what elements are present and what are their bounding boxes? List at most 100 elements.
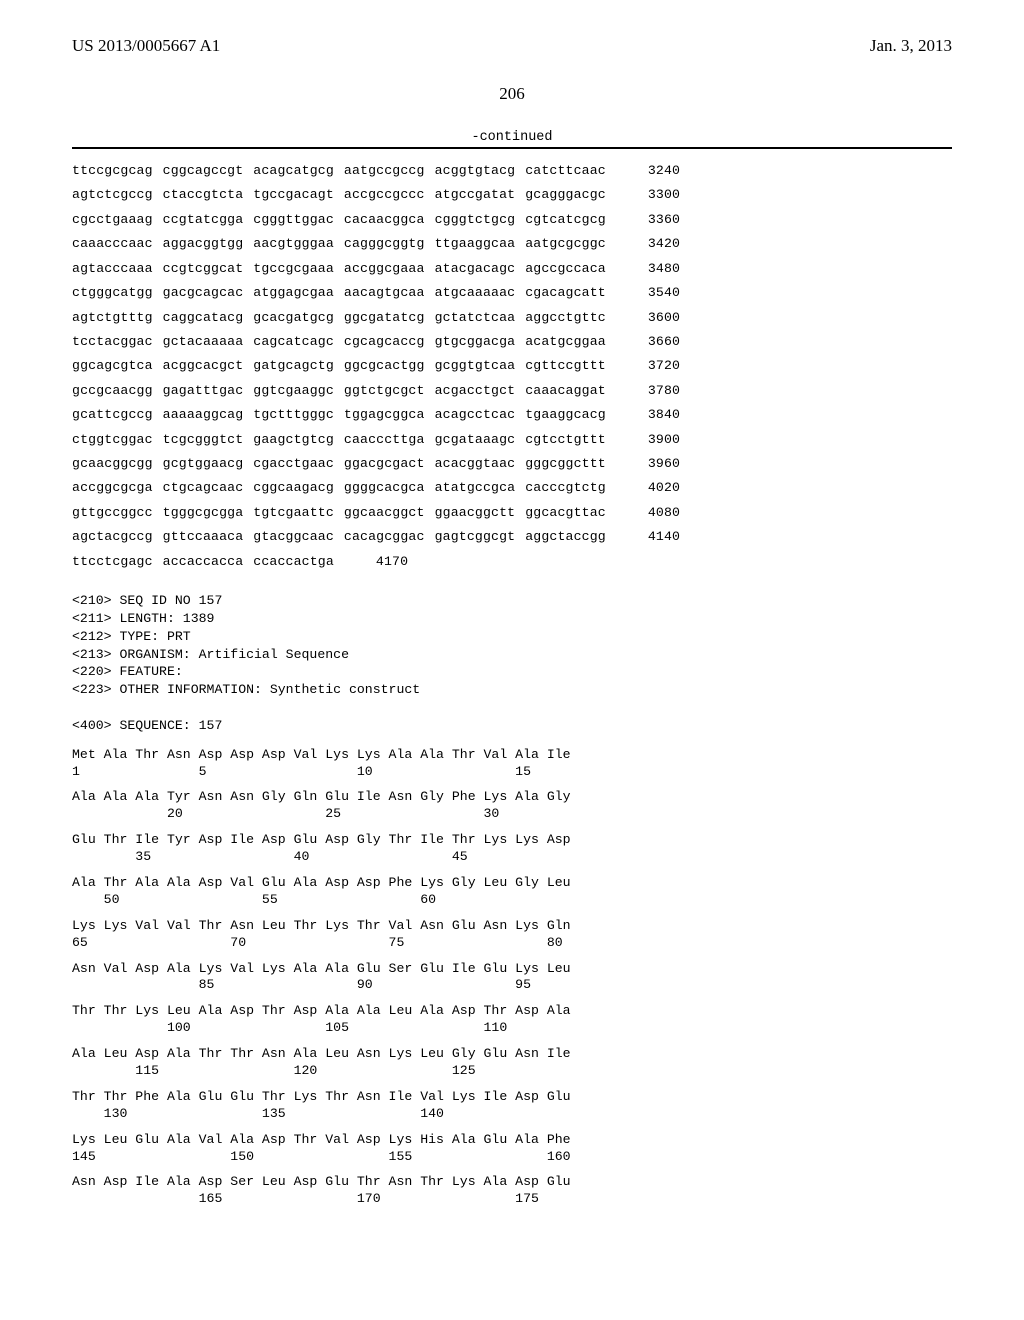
dna-group: atatgccgca (435, 476, 516, 500)
dna-group: accaccacca (163, 550, 244, 574)
dna-group: cacaacggca (344, 208, 425, 232)
dna-group: gtacggcaac (253, 525, 334, 549)
protein-row: Ala Ala Ala Tyr Asn Asn Gly Gln Glu Ile … (72, 789, 952, 823)
dna-group: caggcatacg (163, 306, 244, 330)
dna-sequence-line: agtctgtttg caggcatacg gcacgatgcg ggcgatatcg… (72, 306, 952, 330)
dna-group: gttgccggcc (72, 501, 153, 525)
dna-group: ttcctcgagc (72, 550, 153, 574)
protein-aa-line: Asn Val Asp Ala Lys Val Lys Ala Ala Glu … (72, 961, 952, 978)
protein-aa-line: Ala Leu Asp Ala Thr Thr Asn Ala Leu Asn … (72, 1046, 952, 1063)
dna-group: acagcctcac (435, 403, 516, 427)
dna-group: aatgcgcggc (525, 232, 606, 256)
dna-group: cgttccgttt (525, 354, 606, 378)
dna-group: agtctgtttg (72, 306, 153, 330)
dna-groups: tcctacggacgctacaaaaacagcatcagccgcagcaccg… (72, 330, 606, 354)
dna-group: aggcctgttc (525, 306, 606, 330)
dna-position: 4140 (648, 525, 680, 549)
dna-group: gccgcaacgg (72, 379, 153, 403)
protein-sequence-block: Met Ala Thr Asn Asp Asp Asp Val Lys Lys … (72, 747, 952, 1209)
dna-group: ggtcgaaggc (253, 379, 334, 403)
dna-sequence-line: tcctacggacgctacaaaaacagcatcagccgcagcaccg… (72, 330, 952, 354)
dna-group: gctacaaaaa (163, 330, 244, 354)
dna-group: caacccttga (344, 428, 425, 452)
dna-group: cgacctgaac (253, 452, 334, 476)
dna-group: acagcatgcg (253, 159, 334, 183)
dna-group: caaacccaac (72, 232, 153, 256)
dna-sequence-line: agtacccaaaccgtcggcattgccgcgaaaaccggcgaaa… (72, 257, 952, 281)
dna-group: cgcagcaccg (344, 330, 425, 354)
dna-sequence-block: ttccgcgcag cggcagccgt acagcatgcg aatgccgccg… (72, 159, 952, 574)
protein-aa-line: Thr Thr Lys Leu Ala Asp Thr Asp Ala Ala … (72, 1003, 952, 1020)
protein-num-line: 85 90 95 (72, 977, 952, 994)
dna-group: gagatttgac (163, 379, 244, 403)
dna-group: ctggtcggac (72, 428, 153, 452)
dna-group: cgtcctgttt (525, 428, 606, 452)
rule-top (72, 147, 952, 149)
dna-group: cgcctgaaag (72, 208, 153, 232)
dna-group: gcacgatgcg (253, 306, 334, 330)
dna-position: 3480 (648, 257, 680, 281)
dna-group: accggcgcga (72, 476, 153, 500)
protein-num-line: 100 105 110 (72, 1020, 952, 1037)
dna-group: aacagtgcaa (344, 281, 425, 305)
protein-num-line: 50 55 60 (72, 892, 952, 909)
dna-group: ccgtcggcat (163, 257, 244, 281)
dna-group: ccaccactga (253, 550, 334, 574)
dna-group: gtgcggacga (435, 330, 516, 354)
publication-date: Jan. 3, 2013 (870, 36, 952, 56)
dna-group: ggcgatatcg (344, 306, 425, 330)
dna-group: tgtcgaattc (253, 501, 334, 525)
dna-group: tgggcgcgga (163, 501, 244, 525)
dna-group: gcgtggaacg (163, 452, 244, 476)
dna-group: accgccgccc (344, 183, 425, 207)
dna-position: 3840 (648, 403, 680, 427)
dna-group: gatgcagctg (253, 354, 334, 378)
protein-row: Met Ala Thr Asn Asp Asp Asp Val Lys Lys … (72, 747, 952, 781)
dna-group: acgacctgct (435, 379, 516, 403)
dna-group: gagtcggcgt (435, 525, 516, 549)
dna-group: cggcagccgt (163, 159, 244, 183)
dna-position: 3960 (648, 452, 680, 476)
dna-groups: ggcagcgtcaacggcacgctgatgcagctgggcgcactgg… (72, 354, 606, 378)
dna-sequence-line: ctgggcatgggacgcagcacatggagcgaaaacagtgcaa… (72, 281, 952, 305)
dna-group: acatgcggaa (525, 330, 606, 354)
dna-group: ttgaaggcaa (435, 232, 516, 256)
protein-num-line: 35 40 45 (72, 849, 952, 866)
dna-groups: ctgggcatgggacgcagcacatggagcgaaaacagtgcaa… (72, 281, 606, 305)
dna-sequence-line: agtctcgccgctaccgtctatgccgacagtaccgccgccc… (72, 183, 952, 207)
dna-groups: gccgcaacgg gagatttgac ggtcgaaggc ggtctgcgct… (72, 379, 606, 403)
dna-sequence-line: caaacccaacaggacggtggaacgtgggaacagggcggtg… (72, 232, 952, 256)
dna-position: 3540 (648, 281, 680, 305)
protein-row: Ala Leu Asp Ala Thr Thr Asn Ala Leu Asn … (72, 1046, 952, 1080)
dna-position: 3420 (648, 232, 680, 256)
dna-sequence-line: ttcctcgagcaccaccaccaccaccactga4170 (72, 550, 952, 574)
dna-group: aggctaccgg (525, 525, 606, 549)
protein-aa-line: Lys Leu Glu Ala Val Ala Asp Thr Val Asp … (72, 1132, 952, 1149)
dna-sequence-line: gccgcaacgg gagatttgac ggtcgaaggc ggtctgcgct… (72, 379, 952, 403)
protein-num-line: 145 150 155 160 (72, 1149, 952, 1166)
dna-position: 3660 (648, 330, 680, 354)
protein-num-line: 1 5 10 15 (72, 764, 952, 781)
protein-aa-line: Ala Thr Ala Ala Asp Val Glu Ala Asp Asp … (72, 875, 952, 892)
protein-aa-line: Lys Lys Val Val Thr Asn Leu Thr Lys Thr … (72, 918, 952, 935)
dna-position: 4020 (648, 476, 680, 500)
publication-number: US 2013/0005667 A1 (72, 36, 220, 56)
dna-group: cgtcatcgcg (525, 208, 606, 232)
dna-group: tgctttgggc (253, 403, 334, 427)
dna-group: tgaaggcacg (525, 403, 606, 427)
dna-group: gctatctcaa (435, 306, 516, 330)
protein-aa-line: Ala Ala Ala Tyr Asn Asn Gly Gln Glu Ile … (72, 789, 952, 806)
dna-groups: accggcgcgactgcagcaaccggcaagacgggggcacgca… (72, 476, 606, 500)
protein-num-line: 65 70 75 80 (72, 935, 952, 952)
dna-position: 3900 (648, 428, 680, 452)
dna-group: agctacgccg (72, 525, 153, 549)
dna-group: ggtctgcgct (344, 379, 425, 403)
protein-row: Asn Asp Ile Ala Asp Ser Leu Asp Glu Thr … (72, 1174, 952, 1208)
dna-sequence-line: gcattcgccgaaaaaggcagtgctttgggctggagcggca… (72, 403, 952, 427)
dna-group: ctgcagcaac (163, 476, 244, 500)
dna-group: aatgccgccg (344, 159, 425, 183)
dna-group: ggcagcgtca (72, 354, 153, 378)
dna-group: ttccgcgcag (72, 159, 153, 183)
dna-sequence-line: accggcgcgactgcagcaaccggcaagacgggggcacgca… (72, 476, 952, 500)
protein-row: Asn Val Asp Ala Lys Val Lys Ala Ala Glu … (72, 961, 952, 995)
